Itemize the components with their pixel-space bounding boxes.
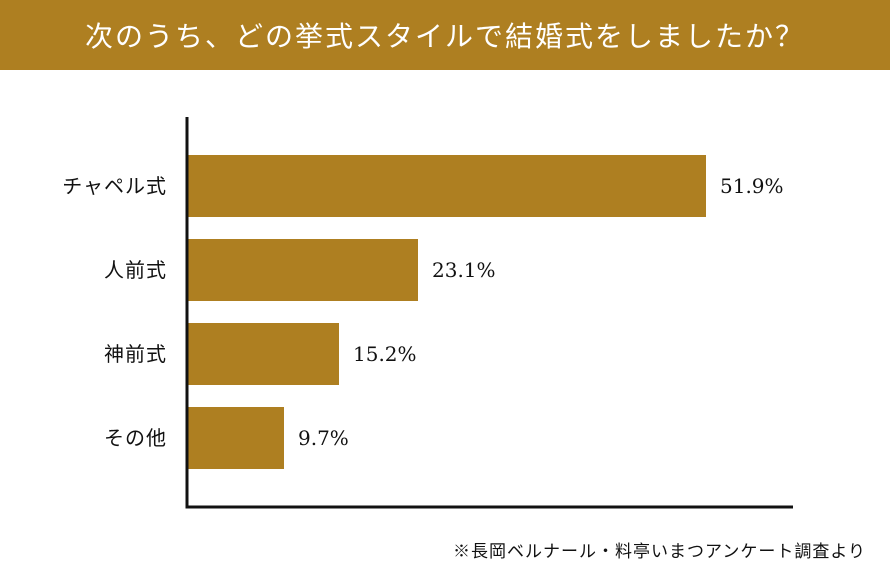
bar-1 bbox=[187, 239, 418, 301]
bar-3 bbox=[187, 407, 284, 469]
bar-0 bbox=[187, 155, 706, 217]
value-label-2: 15.2% bbox=[353, 342, 417, 366]
bar-chart: チャペル式 51.9% 人前式 23.1% 神前式 15.2% その他 9.7% bbox=[0, 70, 890, 530]
title-banner: 次のうち、どの挙式スタイルで結婚式をしましたか？ bbox=[0, 0, 890, 70]
bar-chart-canvas: チャペル式 51.9% 人前式 23.1% 神前式 15.2% その他 9.7% bbox=[62, 117, 793, 509]
category-label-0: チャペル式 bbox=[62, 174, 167, 198]
source-note: ※長岡ベルナール・料亭いまつアンケート調査より bbox=[453, 542, 866, 562]
value-label-1: 23.1% bbox=[432, 258, 496, 282]
category-label-2: 神前式 bbox=[104, 342, 167, 366]
value-label-3: 9.7% bbox=[298, 426, 349, 450]
chart-title: 次のうち、どの挙式スタイルで結婚式をしましたか？ bbox=[84, 20, 805, 53]
category-label-3: その他 bbox=[104, 426, 167, 450]
category-label-1: 人前式 bbox=[104, 258, 167, 282]
value-label-0: 51.9% bbox=[720, 174, 784, 198]
bar-2 bbox=[187, 323, 339, 385]
